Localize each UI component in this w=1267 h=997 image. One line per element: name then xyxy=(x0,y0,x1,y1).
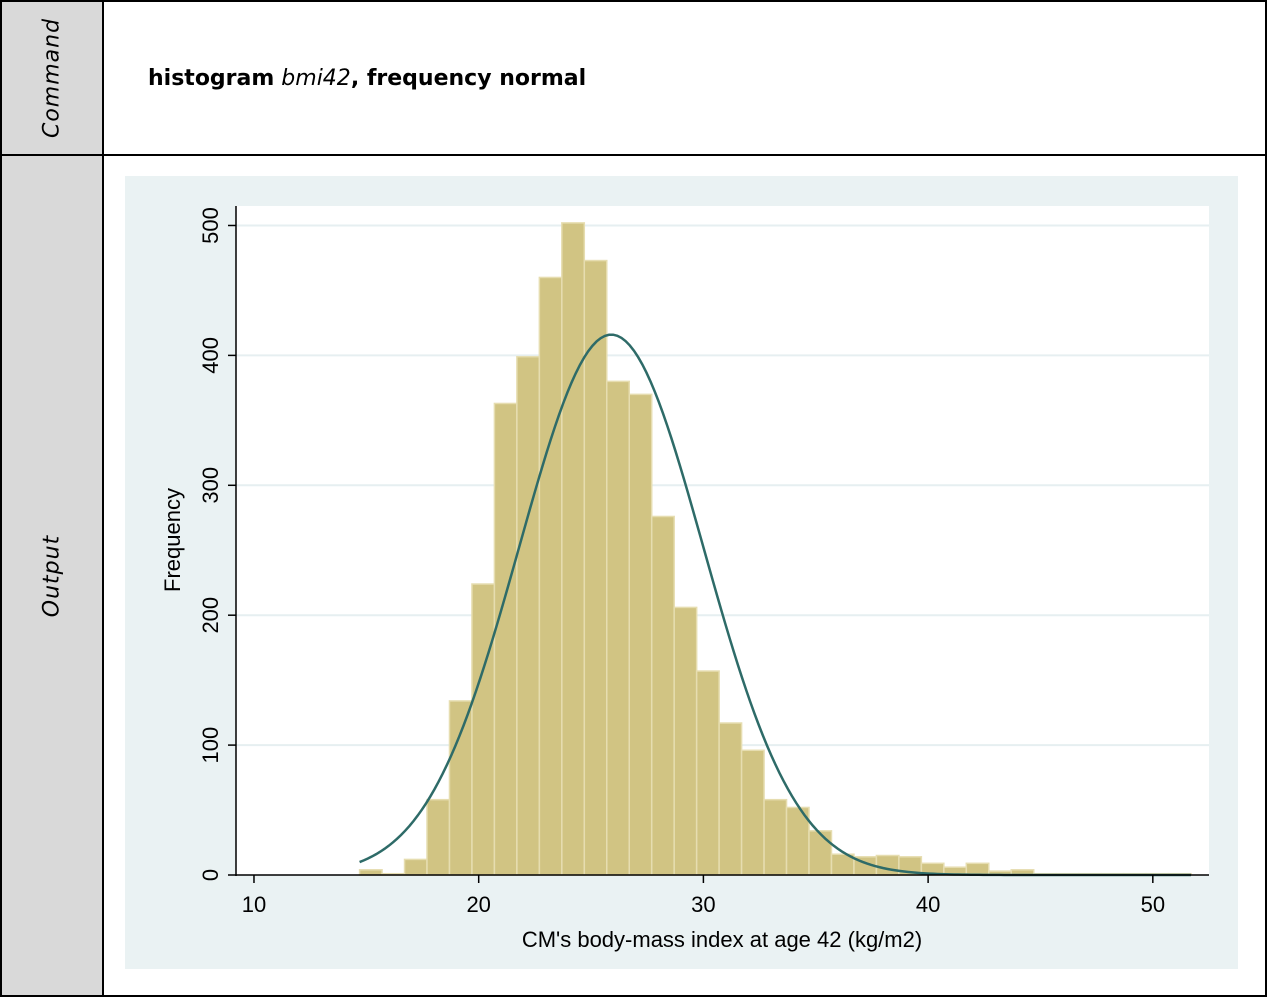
command-row-header: Command xyxy=(1,1,102,154)
histogram-bar xyxy=(808,830,833,876)
command-text: histogram bmi42, frequency normal xyxy=(148,66,586,91)
histogram-bar xyxy=(606,380,630,876)
axes: 0 100 200 300 400 500 10 20 30 40 50 xyxy=(198,206,1209,917)
table-border-bottom xyxy=(0,995,1267,997)
histogram-bar xyxy=(673,606,698,876)
histogram-bar xyxy=(493,402,518,876)
histogram-bar xyxy=(538,276,563,876)
histogram-bar xyxy=(471,583,496,876)
command-variable: bmi42 xyxy=(281,66,351,91)
histogram-bar xyxy=(426,798,451,876)
table-column-divider xyxy=(102,0,104,997)
y-tick-label: 200 xyxy=(198,597,223,634)
table-border-top xyxy=(0,0,1267,2)
histogram-bar xyxy=(875,854,900,876)
y-axis-title: Frequency xyxy=(160,488,185,592)
y-tick-label: 0 xyxy=(198,869,223,881)
x-tick-label: 30 xyxy=(691,892,715,917)
histogram-bar xyxy=(561,222,586,876)
y-tick-label: 100 xyxy=(198,727,223,764)
y-tick-label: 300 xyxy=(198,467,223,504)
histogram-bar xyxy=(695,670,720,876)
x-axis-title: CM's body-mass index at age 42 (kg/m2) xyxy=(522,927,922,952)
command-keyword: histogram xyxy=(148,66,275,91)
histogram-bar xyxy=(628,393,653,876)
histogram-bar xyxy=(965,862,990,876)
x-tick-label: 10 xyxy=(242,892,266,917)
histogram-bar xyxy=(763,798,788,876)
histogram-bar xyxy=(650,515,675,876)
x-tick-label: 50 xyxy=(1141,892,1165,917)
y-tick-label: 400 xyxy=(198,337,223,374)
histogram-bar xyxy=(358,869,383,876)
table-row-divider xyxy=(0,154,1267,156)
command-options: , frequency normal xyxy=(350,66,587,91)
histogram-bar xyxy=(740,749,765,876)
y-tick-label: 500 xyxy=(198,207,223,244)
histogram-bar xyxy=(448,700,473,876)
table-border-right xyxy=(1265,0,1267,997)
x-tick-label: 40 xyxy=(916,892,940,917)
histogram-bar xyxy=(516,355,541,876)
output-row-header: Output xyxy=(1,156,102,995)
histogram-bar xyxy=(718,722,743,876)
histogram-bar xyxy=(403,858,428,876)
x-tick-label: 20 xyxy=(466,892,490,917)
table-border-left xyxy=(0,0,2,997)
